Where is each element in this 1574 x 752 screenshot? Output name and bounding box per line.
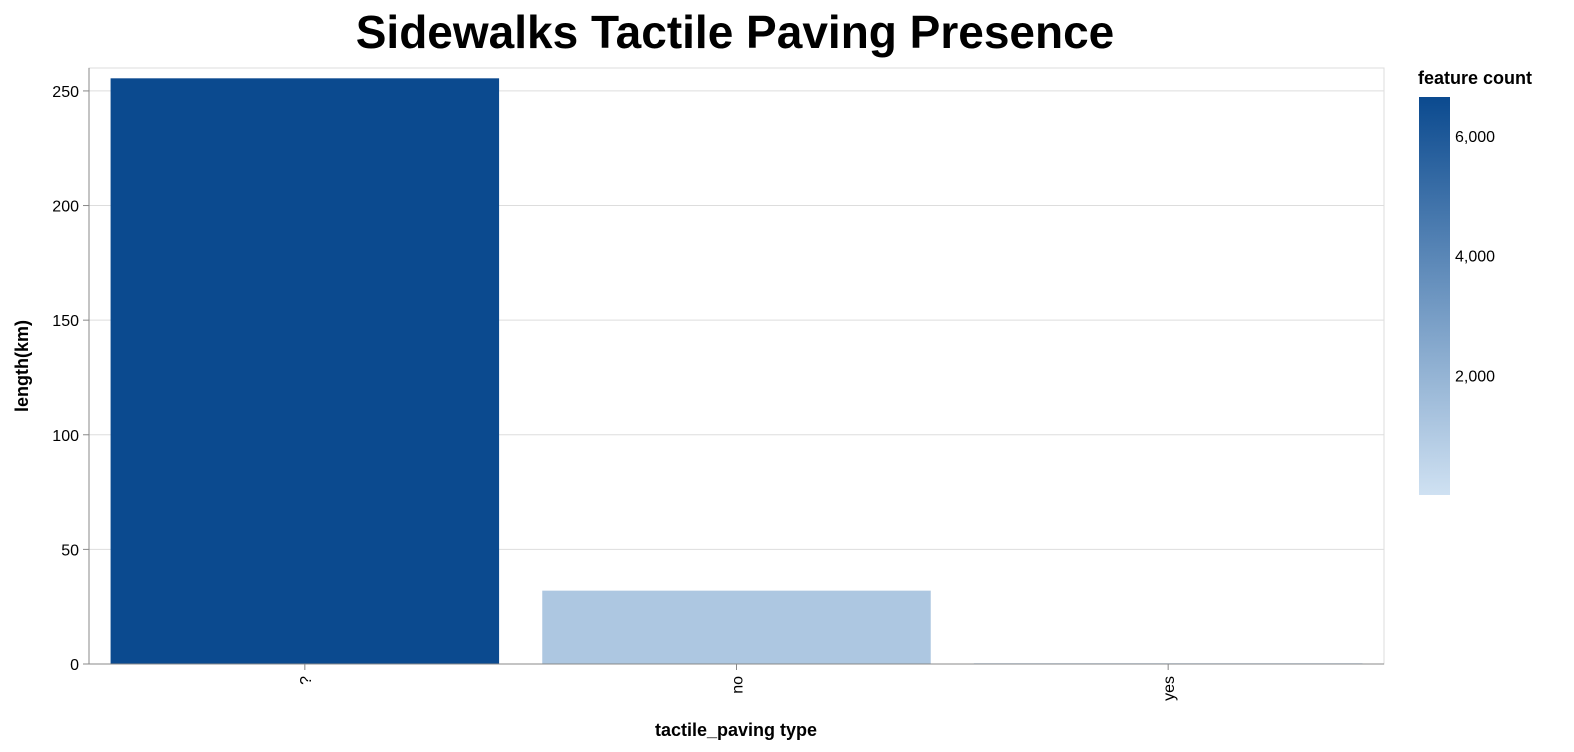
y-tick-label: 200 xyxy=(52,199,79,216)
y-tick-label: 100 xyxy=(52,428,79,445)
bars xyxy=(110,78,1363,665)
legend-tick-label: 4,000 xyxy=(1455,249,1495,266)
plot-area: 0 50 100 150 200 250 ? no yes xyxy=(52,67,1385,701)
legend-tick-label: 6,000 xyxy=(1455,129,1495,146)
color-legend: feature count 2,000 4,000 6,000 xyxy=(1418,68,1532,495)
legend-title: feature count xyxy=(1418,68,1532,88)
y-tick-label: 50 xyxy=(61,542,79,559)
x-axis-title: tactile_paving type xyxy=(655,720,817,740)
legend-tick-label: 2,000 xyxy=(1455,368,1495,385)
y-tick-label: 250 xyxy=(52,84,79,101)
legend-ticks: 2,000 4,000 6,000 xyxy=(1455,129,1495,385)
x-tick-label: yes xyxy=(1161,676,1178,701)
x-tick-label: no xyxy=(730,676,747,694)
x-tick-label: ? xyxy=(298,676,315,685)
x-axis: ? no yes xyxy=(89,663,1384,701)
chart-title: Sidewalks Tactile Paving Presence xyxy=(356,6,1115,58)
bar-no xyxy=(542,590,931,664)
y-tick-label: 0 xyxy=(70,657,79,674)
y-tick-label: 150 xyxy=(52,313,79,330)
y-axis-title: length(km) xyxy=(12,320,32,412)
y-axis: 0 50 100 150 200 250 xyxy=(52,68,90,674)
bar-unknown xyxy=(110,78,500,665)
legend-gradient-bar xyxy=(1419,97,1450,495)
